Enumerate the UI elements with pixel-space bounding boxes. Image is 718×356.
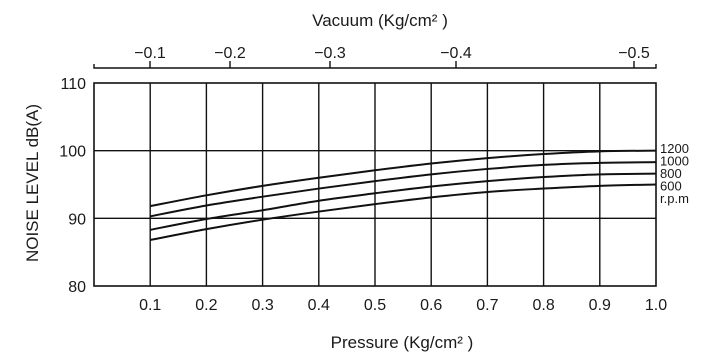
tick-labels: 0.1 0.2 0.3 0.4 0.5 0.6 0.7 0.8 0.9 1.0 80 90 100 110 [59,76,667,314]
y-tick-label: 80 [68,279,86,296]
top-axis-line [93,64,657,69]
y-tick-label: 100 [59,144,86,161]
x-tick-label: 0.3 [251,297,273,314]
x-tick-label: 0.5 [364,297,386,314]
series-line-600 [150,183,657,241]
series-line-800 [150,172,657,231]
x-tick-label: 0.6 [420,297,442,314]
series-line-1200 [150,149,657,208]
y-tick-label: 110 [60,76,86,93]
y-tick-label: 90 [68,211,86,228]
x-tick-label: 0.2 [195,297,217,314]
grid-layer [93,82,657,287]
series-label-1200: 1200 [660,141,689,156]
top-tick-label: −0.2 [214,45,246,62]
series-layer [150,149,657,241]
top-tick-label: −0.1 [134,45,166,62]
x-tick-label: 0.9 [589,297,611,314]
rpm-unit-label: r.p.m [660,191,689,206]
x-tick-label: 1.0 [645,297,667,314]
top-axis: −0.1 −0.2 −0.3 −0.4 −0.5 [93,45,657,69]
top-tick-label: −0.4 [440,45,472,62]
series-label-1000: 1000 [660,154,689,169]
x-axis-title: Pressure (Kg/cm² ) [331,333,474,352]
top-axis-title: Vacuum (Kg/cm² ) [312,11,448,30]
x-tick-label: 0.1 [139,297,161,314]
y-axis-title: NOISE LEVEL dB(A) [23,104,42,262]
x-tick-label: 0.8 [532,297,554,314]
series-label-800: 800 [660,166,682,181]
x-tick-label: 0.7 [476,297,498,314]
top-tick-label: −0.3 [314,45,346,62]
x-tick-label: 0.4 [308,297,330,314]
series-label-600: 600 [660,179,682,194]
top-tick-label: −0.5 [618,45,650,62]
series-line-1000 [150,161,657,218]
